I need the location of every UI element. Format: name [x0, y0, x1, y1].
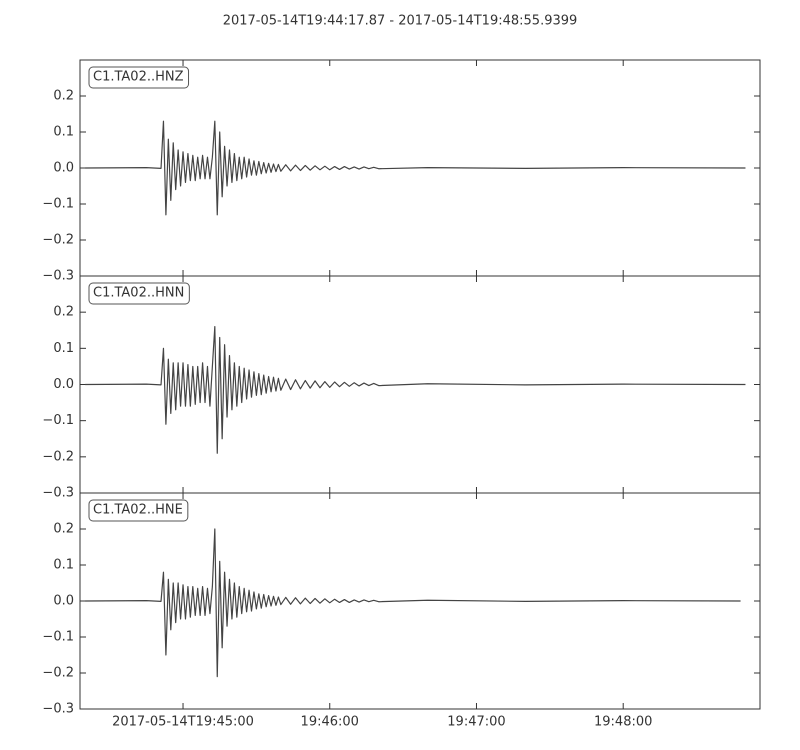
plot-frame — [79, 492, 761, 710]
waveform — [85, 528, 741, 678]
waveform — [85, 120, 746, 216]
x-tick-label: 2017-05-14T19:45:00 — [112, 715, 254, 730]
y-tick-label: 0.2 — [53, 522, 74, 537]
y-tick-label: −0.1 — [42, 413, 74, 428]
trace-label-box — [88, 499, 189, 522]
y-tick-label: 0.0 — [53, 161, 74, 176]
y-tick-label: −0.3 — [42, 269, 74, 284]
chart-title: 2017-05-14T19:44:17.87 - 2017-05-14T19:4… — [223, 14, 578, 29]
y-tick-label: −0.2 — [42, 666, 74, 681]
y-tick-label: 0.1 — [53, 341, 74, 356]
trace-label-box — [88, 282, 190, 305]
y-tick-label: 0.0 — [53, 594, 74, 609]
y-tick-label: 0.2 — [53, 305, 74, 320]
trace-label-box — [88, 66, 190, 89]
x-tick-label: 19:48:00 — [594, 715, 652, 730]
y-tick-label: −0.1 — [42, 197, 74, 212]
y-tick-label: 0.0 — [53, 377, 74, 392]
y-tick-label: 0.2 — [53, 89, 74, 104]
x-tick-label: 19:47:00 — [447, 715, 505, 730]
trace-label: C1.TA02..HNN — [93, 286, 184, 301]
y-tick-label: −0.3 — [42, 702, 74, 717]
trace-label: C1.TA02..HNZ — [93, 70, 184, 85]
y-tick-label: 0.1 — [53, 125, 74, 140]
waveform — [85, 326, 746, 454]
x-tick-label: 19:46:00 — [301, 715, 359, 730]
trace-label: C1.TA02..HNE — [93, 503, 183, 518]
y-tick-label: −0.1 — [42, 630, 74, 645]
y-tick-label: −0.2 — [42, 233, 74, 248]
y-tick-label: −0.2 — [42, 449, 74, 464]
y-tick-label: −0.3 — [42, 486, 74, 501]
y-tick-label: 0.1 — [53, 558, 74, 573]
